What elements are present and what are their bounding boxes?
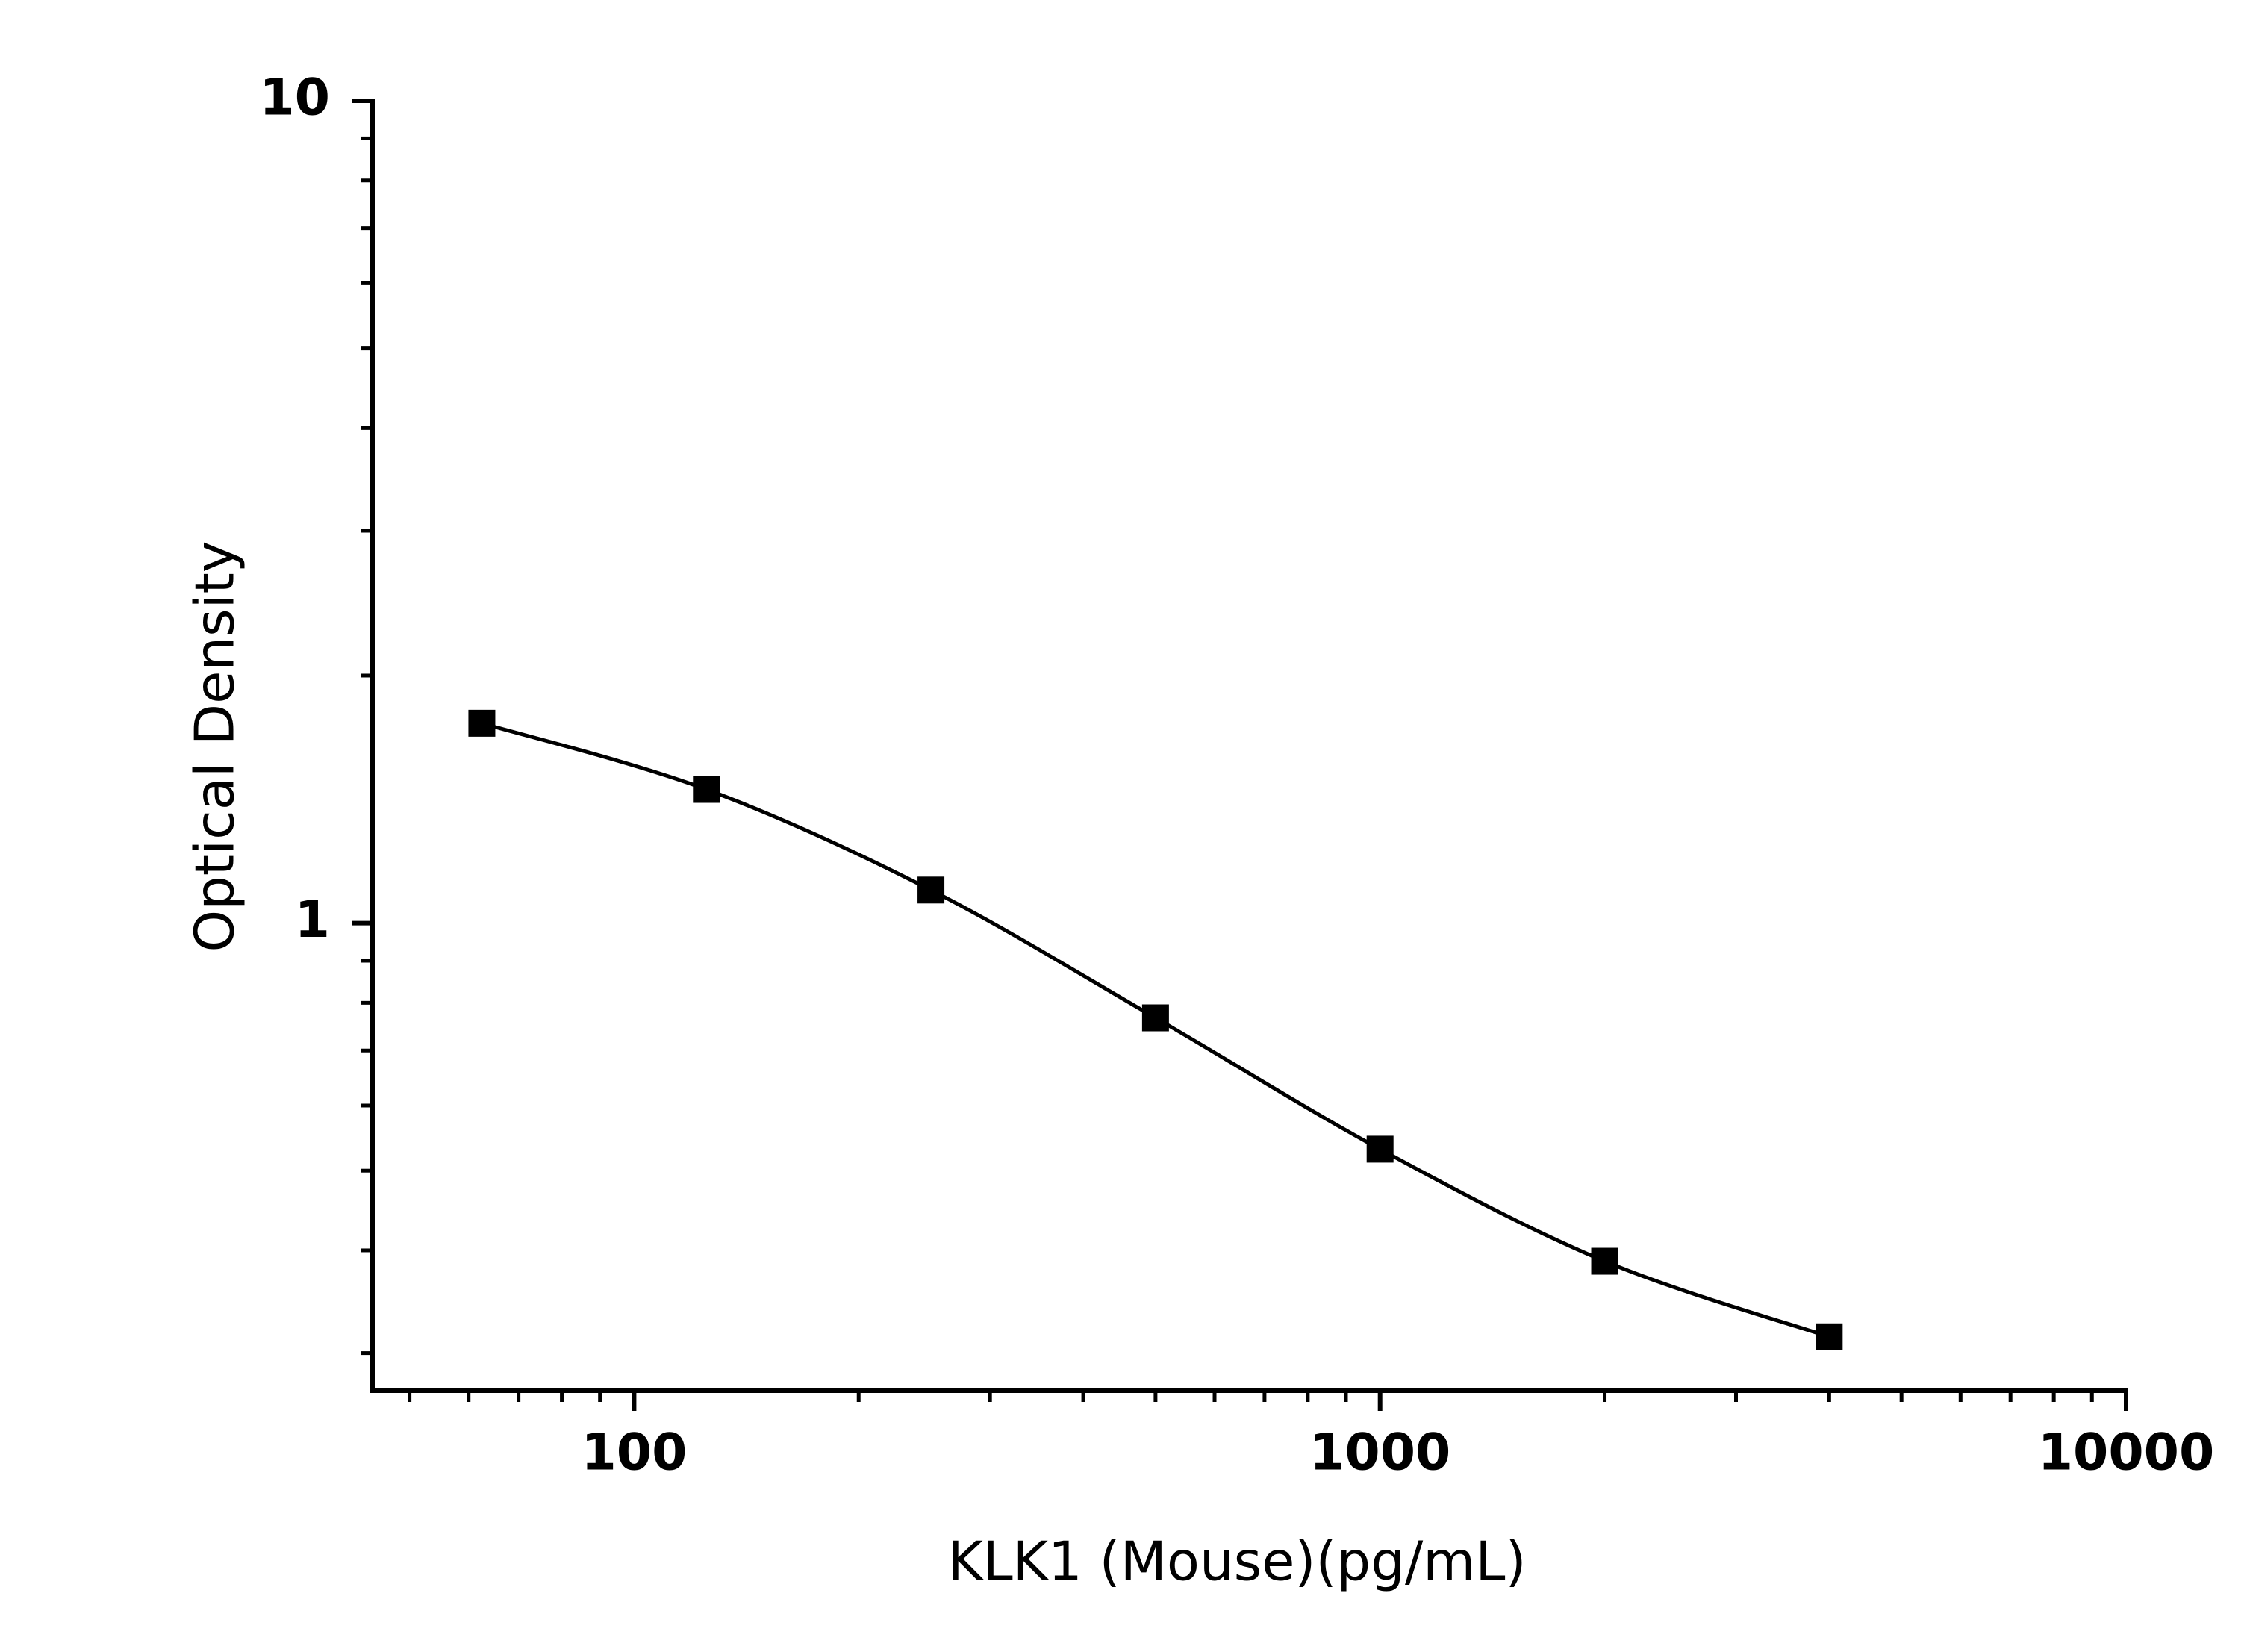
point (693, 776, 720, 803)
point (1591, 1247, 1618, 1275)
point (917, 876, 945, 904)
point (468, 709, 496, 737)
y-axis-label: Optical Density (184, 541, 246, 953)
x-tick-label: 100 (581, 1424, 687, 1483)
point (1366, 1135, 1394, 1163)
x-tick-label: 10000 (2038, 1424, 2215, 1483)
x-axis-label: KLK1 (Mouse)(pg/mL) (947, 1530, 1526, 1593)
point (1816, 1323, 1843, 1350)
point (1141, 1004, 1169, 1032)
y-tick-label: 1 (295, 891, 330, 950)
x-tick-label: 1000 (1309, 1424, 1450, 1483)
y-tick-label: 10 (259, 69, 330, 128)
